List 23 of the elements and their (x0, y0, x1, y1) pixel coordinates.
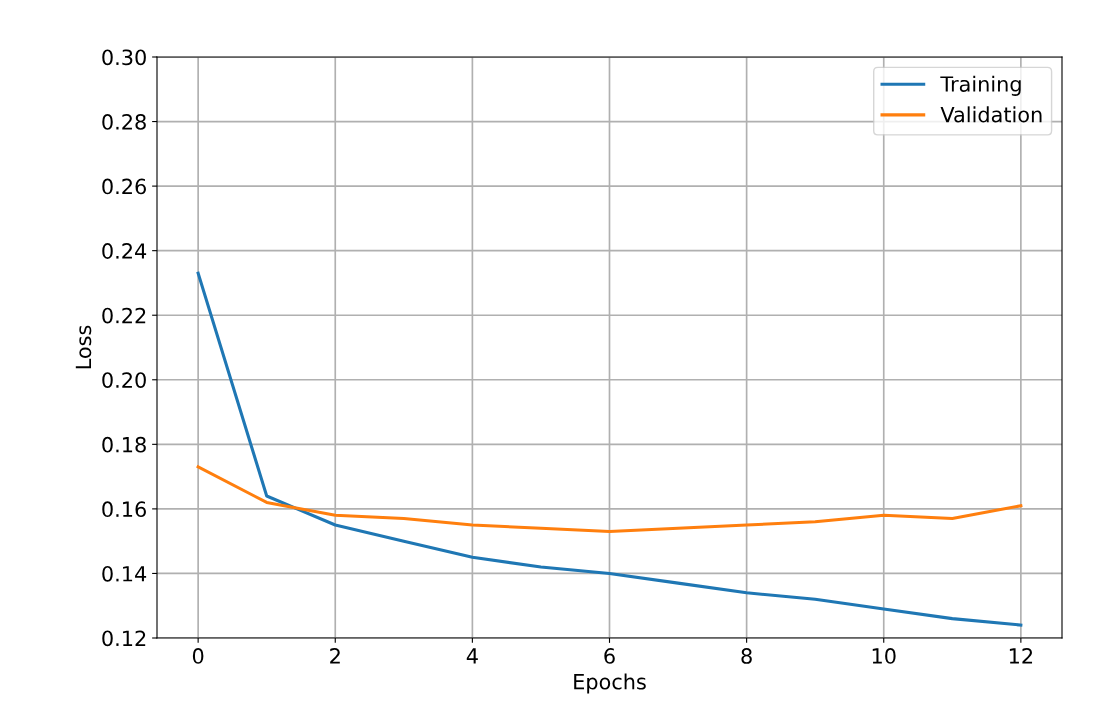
y-tick-label: 0.12 (102, 630, 146, 647)
y-tick-label: 0.24 (102, 243, 147, 259)
y-tick-label: 0.14 (102, 565, 147, 582)
x-tick-label: 10 (872, 648, 896, 664)
x-tick-label: 6 (604, 648, 615, 664)
x-tick-label: 12 (1009, 648, 1033, 664)
x-tick-label: 8 (741, 648, 752, 664)
y-tick-label: 0.30 (102, 49, 146, 66)
y-axis-title: Loss (75, 325, 92, 369)
y-tick-label: 0.22 (102, 307, 146, 324)
x-tick-label: 2 (330, 648, 340, 664)
x-axis-title: Epochs (574, 673, 646, 694)
legend-label: Validation (940, 106, 1042, 123)
y-tick-label: 0.18 (102, 436, 146, 453)
y-tick-label: 0.20 (102, 372, 146, 388)
y-tick-label: 0.26 (102, 178, 146, 195)
y-tick-label: 0.28 (102, 114, 146, 130)
line-series (196, 465, 1023, 534)
x-tick-label: 4 (466, 648, 478, 664)
legend-label: Training (940, 75, 1021, 96)
y-tick-label: 0.16 (102, 501, 146, 518)
x-tick-label: 0 (192, 648, 204, 664)
line-series (196, 271, 1023, 627)
